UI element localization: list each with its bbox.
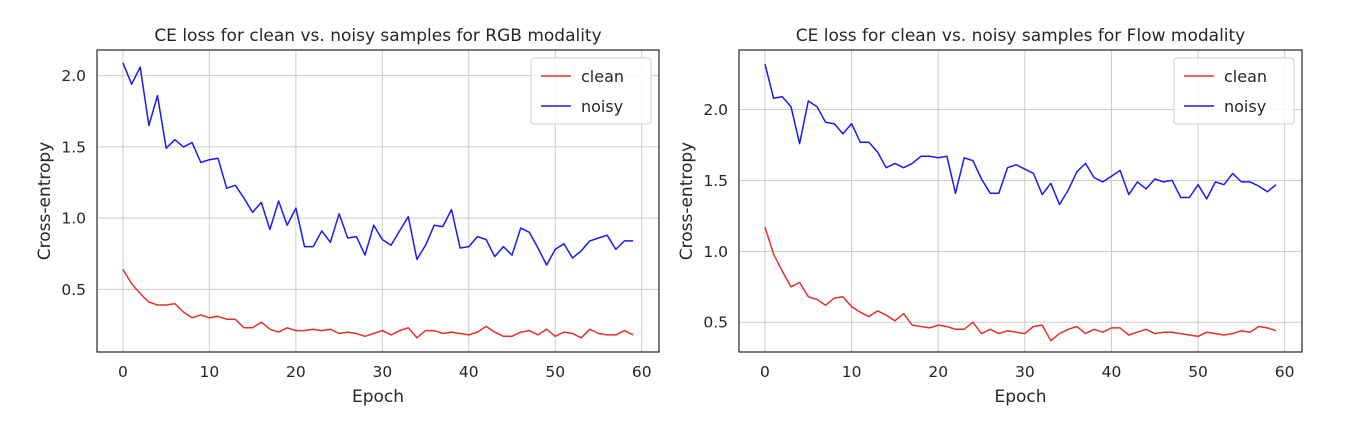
- x-tick-label: 40: [1102, 363, 1122, 381]
- legend-box: [1173, 57, 1295, 125]
- series-line-noisy: [764, 64, 1277, 206]
- x-axis-label: Epoch: [352, 387, 404, 407]
- x-tick-label: 10: [200, 363, 220, 381]
- x-tick-label: 0: [118, 363, 128, 381]
- chart-title: CE loss for clean vs. noisy samples for …: [154, 26, 601, 46]
- x-axis-label: Epoch: [994, 387, 1046, 407]
- y-tick-label: 2.0: [61, 67, 86, 85]
- x-tick-label: 30: [372, 363, 392, 381]
- x-tick-label: 50: [1188, 363, 1208, 381]
- y-tick-label: 1.0: [703, 243, 728, 261]
- y-tick-label: 2.0: [703, 101, 728, 119]
- chart-title: CE loss for clean vs. noisy samples for …: [796, 26, 1246, 46]
- legend-box: [530, 57, 652, 125]
- x-tick-label: 60: [632, 363, 652, 381]
- y-tick-label: 1.5: [61, 138, 86, 156]
- y-axis-label: Cross-entropy: [677, 142, 697, 261]
- y-tick-label: 0.5: [61, 281, 86, 299]
- plot-frame: [738, 49, 1303, 353]
- legend-label-noisy: noisy: [1224, 97, 1266, 116]
- x-tick-label: 20: [928, 363, 948, 381]
- chart-panel-1: 0 10 20 30 40 50 60 0.5 1.0 1.5 2.0 CE loss for cle…: [35, 26, 660, 407]
- legend-label-clean: clean: [581, 67, 624, 86]
- plot-frame: [96, 49, 660, 353]
- legend-label-noisy: noisy: [581, 97, 623, 116]
- y-tick-label: 0.5: [703, 314, 728, 332]
- legend: clean noisy: [1173, 57, 1295, 125]
- x-tick-label: 10: [842, 363, 862, 381]
- chart-panel-2: 0 10 20 30 40 50 60 0.5 1.0 1.5 2.0 CE loss for cle…: [677, 26, 1303, 407]
- series-line-clean: [122, 269, 634, 339]
- y-tick-label: 1.5: [703, 172, 728, 190]
- x-tick-label: 60: [1275, 363, 1295, 381]
- x-tick-label: 40: [459, 363, 479, 381]
- y-tick-label: 1.0: [61, 210, 86, 228]
- legend: clean noisy: [530, 57, 652, 125]
- legend-label-clean: clean: [1224, 67, 1267, 86]
- x-tick-label: 20: [286, 363, 306, 381]
- y-axis-label: Cross-entropy: [35, 142, 55, 261]
- series-line-clean: [764, 226, 1277, 342]
- x-tick-label: 0: [760, 363, 770, 381]
- x-tick-label: 50: [545, 363, 565, 381]
- x-tick-label: 30: [1015, 363, 1035, 381]
- series-line-noisy: [122, 62, 634, 266]
